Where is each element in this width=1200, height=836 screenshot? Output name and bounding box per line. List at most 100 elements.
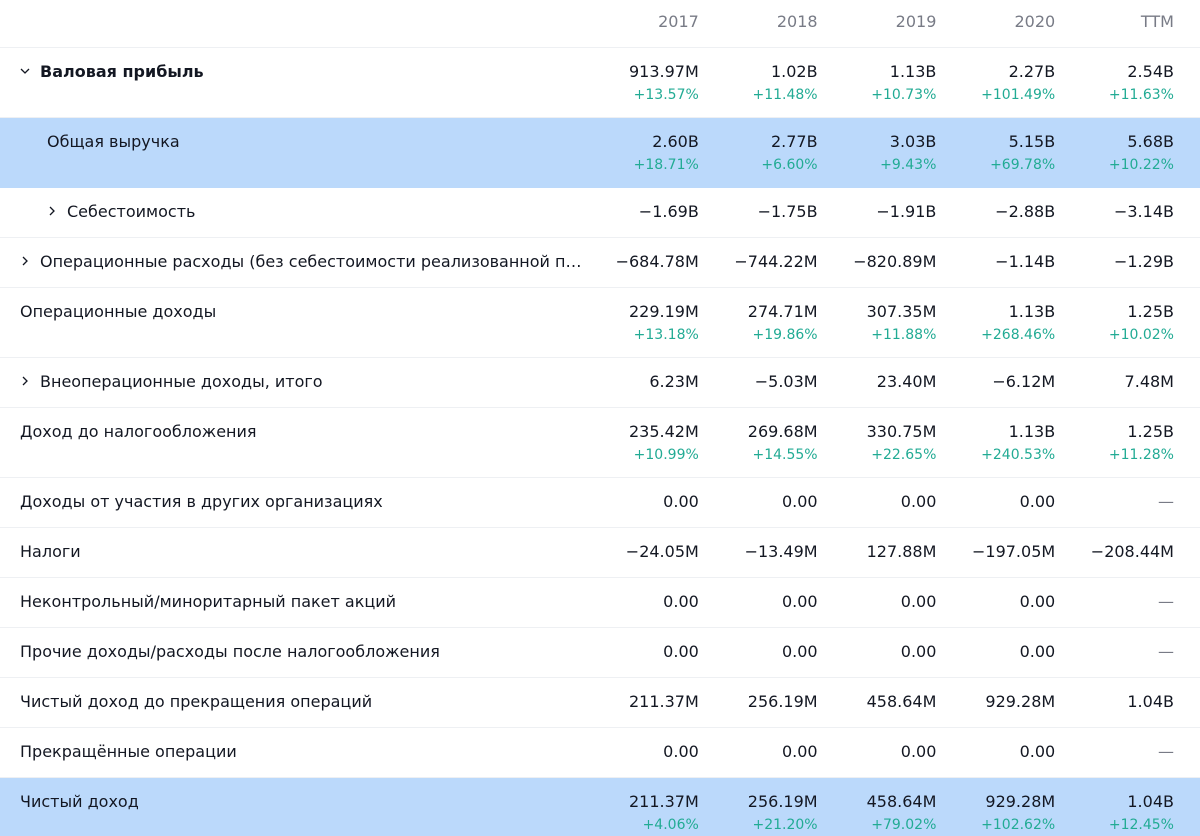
row-label-cell: Неконтрольный/миноритарный пакет акций: [0, 578, 596, 627]
cell-value: 229.19M: [629, 302, 699, 321]
cell-value: 929.28M: [985, 692, 1056, 711]
cell-2018: −744.22M: [715, 238, 834, 287]
cell-value: 269.68M: [747, 422, 818, 441]
cell-2020: 929.28M: [952, 678, 1071, 727]
cell-ttm: 1.25B +10.02%: [1071, 288, 1190, 357]
row-cost-of-goods[interactable]: Себестоимость −1.69B −1.75B −1.91B −2.88…: [0, 188, 1200, 238]
cell-value: −3.14B: [1113, 202, 1174, 221]
cell-2018: 0.00: [715, 478, 834, 527]
row-label: Операционные расходы (без себестоимости …: [40, 252, 588, 271]
row-net-income-continuing[interactable]: Чистый доход до прекращения операций 211…: [0, 678, 1200, 728]
cell-value: 0.00: [900, 492, 937, 511]
cell-value: —: [1157, 642, 1174, 661]
row-label: Чистый доход: [20, 792, 139, 811]
row-pretax-income[interactable]: Доход до налогообложения 235.42M +10.99% …: [0, 408, 1200, 478]
row-label-cell: Прочие доходы/расходы после налогообложе…: [0, 628, 596, 677]
row-operating-income[interactable]: Операционные доходы 229.19M +13.18% 274.7…: [0, 288, 1200, 358]
row-equity-earnings[interactable]: Доходы от участия в других организациях …: [0, 478, 1200, 528]
cell-value: 0.00: [781, 742, 818, 761]
cell-2017: 913.97M +13.57%: [596, 48, 715, 117]
row-non-operating-income[interactable]: Внеоперационные доходы, итого 6.23M −5.0…: [0, 358, 1200, 408]
cell-2017: −1.69B: [596, 188, 715, 237]
row-label: Внеоперационные доходы, итого: [40, 372, 323, 391]
cell-value: 0.00: [781, 592, 818, 611]
cell-value: 256.19M: [747, 692, 818, 711]
cell-value: 0.00: [1019, 642, 1056, 661]
year-header-2020: 2020: [1014, 12, 1056, 31]
cell-2019: 0.00: [834, 628, 953, 677]
cell-2017: 211.37M +4.06%: [596, 778, 715, 836]
cell-value: 0.00: [663, 592, 699, 611]
cell-value: 23.40M: [876, 372, 937, 391]
cell-2017: 2.60B +18.71%: [596, 118, 715, 187]
cell-2020: 1.13B +268.46%: [952, 288, 1071, 357]
row-total-revenue[interactable]: Общая выручка 2.60B +18.71% 2.77B +6.60% 3…: [0, 118, 1200, 188]
cell-change: +11.88%: [871, 327, 937, 343]
row-net-income[interactable]: Чистый доход 211.37M +4.06% 256.19M +21.20…: [0, 778, 1200, 836]
cell-value: −1.29B: [1113, 252, 1174, 271]
cell-change: +268.46%: [981, 327, 1056, 343]
cell-2020: −2.88B: [952, 188, 1071, 237]
cell-value: 3.03B: [889, 132, 937, 151]
cell-change: +11.48%: [752, 87, 818, 103]
cell-value: −13.49M: [744, 542, 818, 561]
cell-change: +4.06%: [642, 817, 699, 833]
chevron-right-icon[interactable]: [20, 372, 40, 386]
cell-2018: 0.00: [715, 578, 834, 627]
cell-value: −5.03M: [754, 372, 818, 391]
row-label-cell: Налоги: [0, 528, 596, 577]
cell-2017: 0.00: [596, 628, 715, 677]
row-label-cell: Операционные расходы (без себестоимости …: [0, 238, 596, 287]
cell-value: 7.48M: [1124, 372, 1174, 391]
row-label-cell: Прекращённые операции: [0, 728, 596, 777]
row-taxes[interactable]: Налоги −24.05M −13.49M 127.88M −197.05M …: [0, 528, 1200, 578]
row-label-cell: Доходы от участия в других организациях: [0, 478, 596, 527]
row-label-cell: Валовая прибыль: [0, 48, 596, 117]
cell-2018: 274.71M +19.86%: [715, 288, 834, 357]
row-label-cell: Чистый доход до прекращения операций: [0, 678, 596, 727]
cell-2018: −1.75B: [715, 188, 834, 237]
chevron-right-icon[interactable]: [20, 252, 40, 266]
chevron-down-icon[interactable]: [20, 62, 40, 76]
chevron-right-icon[interactable]: [47, 202, 67, 216]
cell-change: +10.02%: [1108, 327, 1174, 343]
row-operating-expenses[interactable]: Операционные расходы (без себестоимости …: [0, 238, 1200, 288]
cell-ttm: 1.04B: [1071, 678, 1190, 727]
row-gross-profit[interactable]: Валовая прибыль 913.97M +13.57% 1.02B +11.…: [0, 48, 1200, 118]
cell-value: 0.00: [781, 492, 818, 511]
cell-change: +13.18%: [633, 327, 699, 343]
cell-value: —: [1157, 742, 1174, 761]
cell-value: 1.13B: [1008, 422, 1056, 441]
cell-change: +12.45%: [1108, 817, 1174, 833]
row-minority-interest[interactable]: Неконтрольный/миноритарный пакет акций 0…: [0, 578, 1200, 628]
cell-value: 929.28M: [985, 792, 1056, 811]
cell-ttm: —: [1071, 628, 1190, 677]
cell-ttm: −3.14B: [1071, 188, 1190, 237]
cell-2019: 3.03B +9.43%: [834, 118, 953, 187]
cell-change: +10.73%: [871, 87, 937, 103]
cell-value: 1.04B: [1127, 692, 1174, 711]
cell-value: 2.77B: [770, 132, 818, 151]
cell-value: −6.12M: [992, 372, 1056, 391]
cell-2019: 1.13B +10.73%: [834, 48, 953, 117]
row-other-after-tax[interactable]: Прочие доходы/расходы после налогообложе…: [0, 628, 1200, 678]
row-label: Общая выручка: [47, 132, 180, 151]
cell-value: 1.02B: [770, 62, 818, 81]
cell-change: +79.02%: [871, 817, 937, 833]
cell-value: −1.69B: [638, 202, 699, 221]
cell-2020: −197.05M: [952, 528, 1071, 577]
header-label-spacer: [0, 0, 596, 47]
cell-2020: 929.28M +102.62%: [952, 778, 1071, 836]
cell-value: 0.00: [900, 742, 937, 761]
row-discontinued-operations[interactable]: Прекращённые операции 0.00 0.00 0.00 0.0…: [0, 728, 1200, 778]
cell-2019: 458.64M +79.02%: [834, 778, 953, 836]
cell-change: +18.71%: [633, 157, 699, 173]
cell-ttm: 2.54B +11.63%: [1071, 48, 1190, 117]
cell-value: 0.00: [1019, 492, 1056, 511]
row-label-cell: Доход до налогообложения: [0, 408, 596, 477]
cell-value: 458.64M: [866, 692, 937, 711]
cell-change: +9.43%: [880, 157, 937, 173]
cell-value: 235.42M: [629, 422, 699, 441]
year-header-ttm: TTM: [1140, 12, 1174, 31]
row-label: Прекращённые операции: [20, 742, 237, 761]
